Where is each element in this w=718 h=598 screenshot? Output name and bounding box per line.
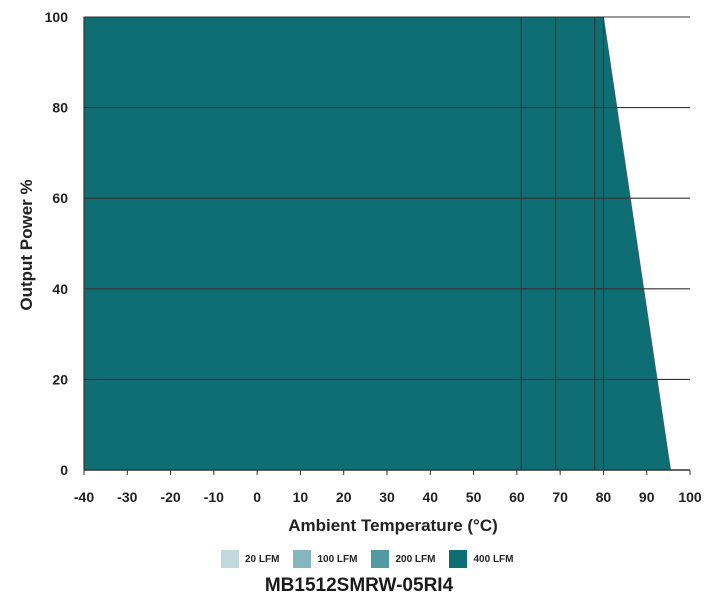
x-tick-label: 10: [293, 489, 309, 505]
x-tick-label: 0: [253, 489, 261, 505]
y-axis-title: Output Power %: [17, 179, 36, 310]
y-tick-label: 40: [52, 281, 68, 297]
x-tick-label: -20: [160, 489, 180, 505]
model-number: MB1512SMRW-05RI4: [264, 575, 454, 596]
legend-label-200-lfm: 200 LFM: [395, 553, 436, 565]
legend-label-100-lfm: 100 LFM: [317, 553, 358, 565]
x-tick-label: 90: [639, 489, 655, 505]
y-tick-label: 100: [45, 9, 69, 25]
legend-label-20-lfm: 20 LFM: [245, 553, 280, 565]
x-tick-label: -40: [74, 489, 94, 505]
legend-swatch-200-lfm: [371, 550, 390, 568]
x-tick-label: 20: [336, 489, 352, 505]
y-tick-label: 20: [52, 371, 68, 387]
legend-swatch-400-lfm: [449, 550, 468, 568]
y-tick-label: 80: [52, 100, 68, 116]
x-tick-label: 70: [552, 489, 568, 505]
x-tick-label: 50: [466, 489, 482, 505]
legend-item-200-lfm: 200 LFM: [371, 550, 435, 568]
y-tick-labels: 0 20 40 60 80 100: [45, 9, 69, 478]
area-400-lfm: [83, 16, 671, 471]
x-tick-labels: -40 -30 -20 -10 0 10 20 30 40 50 60 70 80 90 100: [74, 470, 702, 505]
x-tick-label: 60: [509, 489, 525, 505]
legend-swatch-100-lfm: [293, 550, 312, 568]
x-tick-label: 40: [422, 489, 438, 505]
x-tick-label: -10: [204, 489, 224, 505]
legend-swatch-20-lfm: [221, 550, 239, 568]
x-tick-label: 100: [678, 489, 702, 505]
legend-item-100-lfm: 100 LFM: [293, 550, 357, 568]
legend-item-400-lfm: 400 LFM: [449, 550, 514, 568]
y-tick-label: 60: [52, 190, 68, 206]
chart-legend: 20 LFM 100 LFM 200 LFM 400 LFM: [221, 550, 528, 568]
x-tick-label: -30: [117, 489, 137, 505]
legend-label-400-lfm: 400 LFM: [473, 553, 514, 565]
x-tick-label: 80: [596, 489, 612, 505]
legend-item-20-lfm: 20 LFM: [221, 550, 279, 568]
x-tick-label: 30: [379, 489, 395, 505]
series-areas: [83, 16, 672, 471]
derating-chart: -40 -30 -20 -10 0 10 20 30 40 50 60 70 80 90 100 0 20 40…: [17, 9, 702, 535]
y-tick-label: 0: [60, 462, 68, 478]
x-axis-title: Ambient Temperature (°C): [288, 516, 498, 535]
